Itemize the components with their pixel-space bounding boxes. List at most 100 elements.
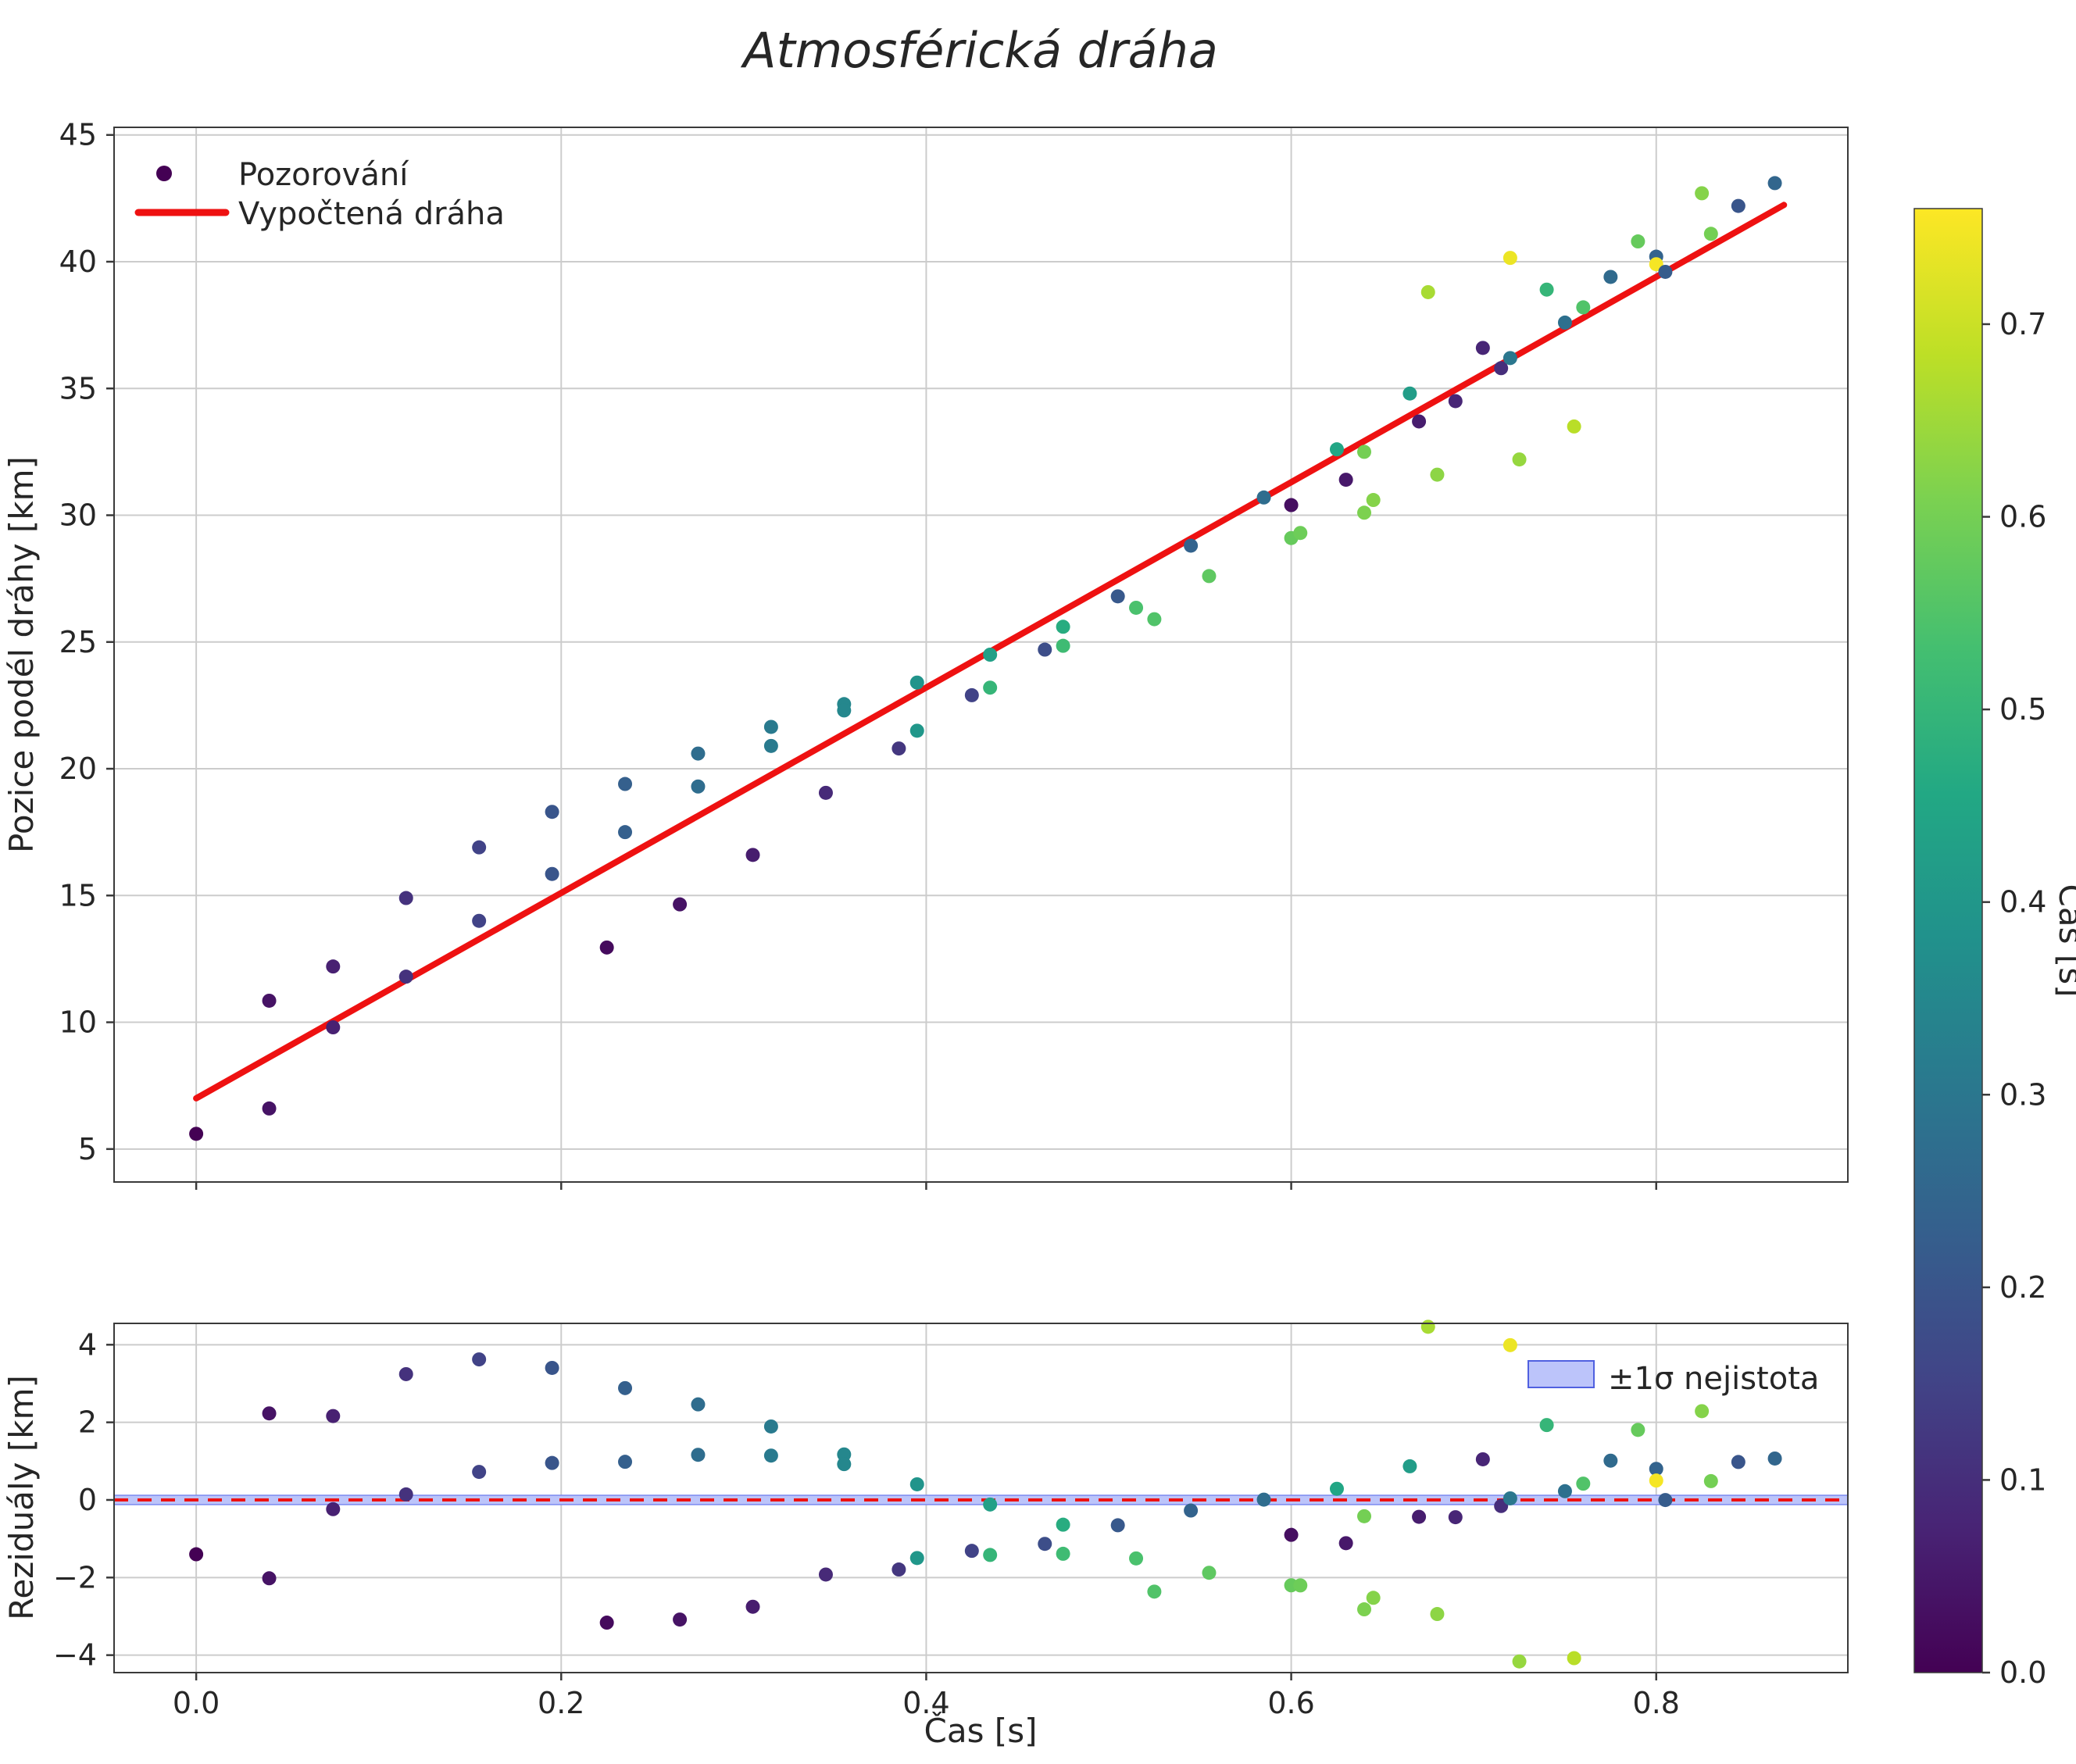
residual-point [909,1477,924,1491]
legend-fitline-label: Vypočtená dráha [238,196,505,232]
observation-point [1147,612,1162,627]
observation-point [909,675,924,690]
observation-point [398,969,413,984]
colorbar-bar [1913,208,1983,1673]
xlabel: Čas [s] [924,1711,1038,1750]
y-tick-label: −4 [53,1638,97,1673]
residual-point [1658,1493,1673,1508]
residual-point [691,1448,706,1462]
residual-point [262,1406,277,1421]
observation-point [1603,270,1618,284]
residual-point [1366,1591,1381,1605]
observation-point [1293,526,1308,541]
residual-point [1284,1527,1299,1542]
y-tick-label: 45 [59,118,97,152]
observation-point [964,687,979,702]
residual-point [763,1419,778,1434]
residual-point [1056,1517,1070,1532]
residual-point [818,1567,833,1582]
residual-point [1767,1451,1782,1466]
observation-point [472,913,487,928]
residual-point [1293,1578,1308,1593]
residual-point [1056,1546,1070,1561]
observation-point [745,848,760,862]
observation-point [1038,642,1052,657]
observation-point [1366,493,1381,508]
observation-point [673,897,688,912]
observation-point [1731,198,1745,213]
legend-observations-label: Pozorování [238,157,409,193]
observation-point [1202,569,1217,584]
legend-band-label: ±1σ nejistota [1608,1361,1819,1397]
legend-observation-marker [156,166,172,181]
observation-point [545,805,559,820]
observation-point [262,993,277,1008]
residual-point [618,1455,633,1469]
observation-point [763,720,778,734]
y-tick-label: 4 [78,1327,97,1362]
residual-point [1357,1602,1372,1617]
observation-point [1767,176,1782,191]
observation-point [1184,538,1199,553]
main-ylabel: Pozice podél dráhy [km] [2,456,41,853]
residual-point [983,1497,998,1512]
observation-point [618,777,633,791]
colorbar-tick-label: 0.5 [1999,692,2046,727]
residual-point [1695,1404,1710,1419]
residual-point [1147,1584,1162,1599]
x-tick-label: 0.0 [173,1686,220,1720]
observation-point [1631,234,1645,249]
observation-point [1494,361,1509,376]
colorbar-tick-label: 0.2 [1999,1270,2046,1305]
residual-point [1402,1459,1417,1473]
residual-point [1184,1503,1199,1518]
residual-point [189,1547,204,1562]
observation-point [909,723,924,738]
y-tick-label: 10 [59,1005,97,1040]
residual-point [1557,1484,1572,1498]
residual-point [1338,1536,1353,1551]
observation-point [326,1020,341,1035]
colorbar-tick-label: 0.0 [1999,1655,2046,1690]
residual-point [1649,1473,1663,1488]
observation-point [1557,315,1572,330]
y-tick-label: 2 [78,1405,97,1440]
x-tick-label: 0.6 [1267,1686,1314,1720]
observation-point [1503,251,1517,266]
observation-point [1256,490,1271,505]
y-tick-label: −2 [53,1560,97,1594]
observation-point [837,703,852,718]
observation-point [1329,442,1344,457]
observation-point [983,648,998,662]
main-axes-frame [113,127,1849,1183]
residual-point [472,1465,487,1480]
y-tick-label: 40 [59,245,97,279]
observation-point [1056,638,1070,653]
residual-point [1503,1491,1517,1505]
residual-point [1357,1509,1372,1523]
observation-point [1056,620,1070,634]
residual-point [745,1599,760,1614]
observation-point [398,891,413,905]
residual-point [398,1366,413,1381]
residual-point [1576,1477,1591,1491]
colorbar: 0.0 0.1 0.2 0.3 0.4 0.5 0.6 0.7 [1913,208,2046,1690]
legend-band-swatch [1528,1360,1595,1388]
y-tick-label: 35 [59,371,97,405]
observation-point [262,1101,277,1116]
residual-point [1567,1651,1581,1666]
colorbar-tick-label: 0.1 [1999,1462,2046,1497]
colorbar-tick-label: 0.6 [1999,500,2046,534]
observation-point [599,940,614,955]
residual-point [472,1352,487,1367]
residual-point [326,1409,341,1423]
colorbar-tick-label: 0.3 [1999,1077,2046,1112]
y-tick-label: 5 [78,1132,97,1166]
residual-point [1603,1453,1618,1468]
x-tick-label: 0.2 [538,1686,584,1720]
residual-point [1539,1418,1554,1433]
colorbar-tick-label: 0.7 [1999,307,2046,341]
observation-point [1703,227,1718,241]
